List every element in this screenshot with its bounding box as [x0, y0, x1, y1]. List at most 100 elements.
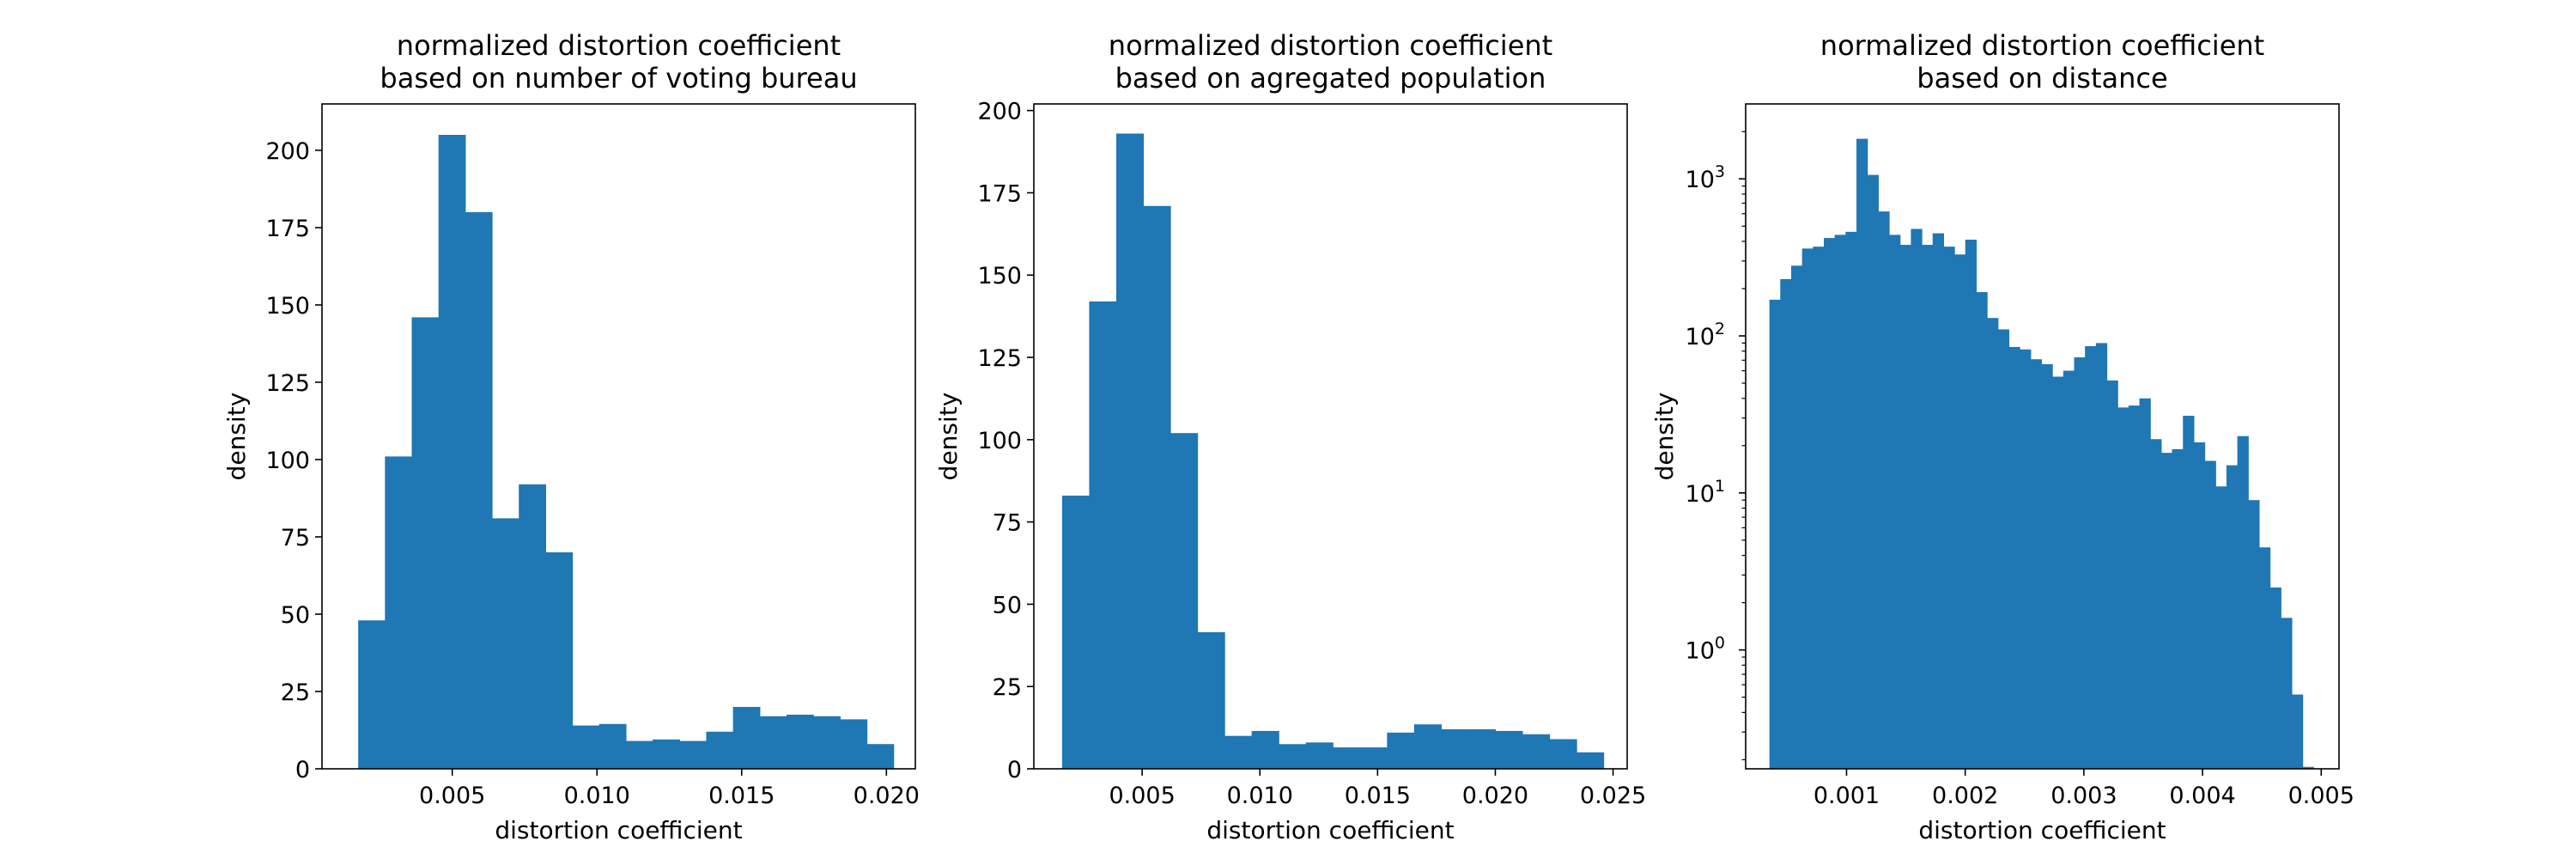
y-tick-label: 125	[977, 345, 1022, 372]
axes-frame	[1745, 103, 2340, 770]
y-tick-label: 75	[281, 525, 310, 551]
histogram-bar	[1932, 233, 1944, 769]
histogram-bar	[2160, 453, 2173, 769]
y-tick-label: 100	[977, 428, 1022, 454]
histogram-bar	[2117, 407, 2129, 769]
histogram-bar	[2183, 416, 2195, 769]
histogram-bar	[572, 725, 600, 769]
histogram-bar	[813, 716, 841, 769]
histogram-bar	[1899, 245, 1911, 769]
histogram-bar	[1549, 739, 1577, 769]
y-tick-label: 150	[265, 293, 310, 320]
histogram-bar	[1801, 248, 1814, 770]
histogram-bar	[1769, 299, 1781, 769]
histogram-bar	[625, 740, 653, 769]
histogram-bar	[1997, 329, 2010, 769]
y-axis-label: density	[222, 393, 251, 481]
histogram-bar	[1780, 278, 1792, 769]
chart-title: normalized distortion coefficient based o…	[1109, 29, 1552, 94]
histogram-bar	[411, 317, 440, 769]
y-tick-label: 100	[265, 448, 310, 474]
x-tick-label: 0.015	[708, 783, 775, 809]
chart-title: normalized distortion coefficient based o…	[1820, 29, 2264, 94]
histogram-bar	[2204, 460, 2216, 769]
x-tick-label: 0.005	[1109, 783, 1175, 809]
histogram-bar	[2215, 486, 2227, 769]
chart-title: normalized distortion coefficient based o…	[380, 29, 857, 94]
histogram-bar	[759, 716, 787, 769]
histogram-bar	[2020, 349, 2032, 769]
y-tick-label: 200	[977, 99, 1022, 125]
y-tick-label: 103	[1686, 162, 1725, 193]
histogram-bar	[519, 484, 546, 769]
histogram-bar	[2128, 405, 2141, 769]
histogram-bar	[2106, 380, 2118, 769]
histogram-bar	[385, 456, 413, 769]
y-tick-label: 175	[977, 180, 1022, 207]
histogram-bar	[438, 135, 466, 769]
histogram-bar	[1197, 631, 1225, 769]
axes-frame	[321, 103, 916, 770]
histogram-bar	[1279, 744, 1307, 769]
histogram-bar	[1251, 730, 1279, 769]
histogram-bar	[1305, 742, 1334, 769]
histogram-bar	[1143, 205, 1171, 769]
histogram-bar	[2008, 346, 2020, 769]
x-tick-label: 0.015	[1345, 783, 1411, 809]
histogram-bar	[1359, 747, 1388, 769]
x-tick-label: 0.025	[1580, 783, 1646, 809]
histogram-bars	[1769, 138, 2314, 770]
x-tick-label: 0.010	[564, 783, 630, 809]
histogram-bar	[2052, 376, 2064, 769]
y-tick-label: 175	[265, 216, 310, 242]
y-tick-label: 75	[993, 510, 1022, 537]
histogram-bar	[1577, 752, 1605, 769]
histogram-bar	[1115, 133, 1145, 770]
x-tick-label: 0.005	[2288, 783, 2354, 809]
histogram-bar	[787, 715, 814, 769]
histogram-bar	[2302, 766, 2314, 769]
histogram-bar	[1170, 433, 1199, 769]
histogram-bar	[840, 719, 868, 769]
x-axis-label: distortion coefficient	[495, 816, 742, 844]
histogram-bar	[2139, 398, 2151, 769]
histogram-bar	[2193, 442, 2206, 769]
histogram-bar	[1834, 235, 1846, 769]
histogram-bar	[1813, 247, 1825, 769]
histogram-bar	[2063, 370, 2075, 769]
y-tick-label: 0	[1007, 757, 1022, 783]
x-tick-label: 0.001	[1814, 783, 1880, 809]
histogram-bar	[2248, 500, 2260, 769]
histogram-bar	[2041, 364, 2053, 769]
histogram-bar	[1845, 231, 1857, 769]
histogram-bars	[1061, 133, 1605, 770]
histogram-bar	[866, 744, 895, 769]
y-tick-label: 150	[977, 263, 1022, 289]
histogram-bar	[706, 731, 734, 769]
histogram-bar	[1976, 292, 1988, 769]
histogram-bar	[1987, 318, 1999, 769]
histogram-bar	[1061, 495, 1091, 769]
histogram-bar	[2172, 448, 2184, 769]
y-tick-label: 50	[993, 592, 1022, 618]
histogram-bar	[1867, 174, 1879, 770]
histogram-bar	[598, 723, 627, 769]
histogram-bar	[2085, 345, 2097, 769]
y-axis-label: density	[934, 393, 963, 481]
histogram-bar	[2030, 359, 2043, 769]
histogram-bar	[1333, 747, 1361, 769]
x-axis-label: distortion coefficient	[1206, 816, 1454, 844]
x-tick-label: 0.020	[1462, 783, 1528, 809]
histogram-bar	[679, 740, 708, 769]
histogram-bar	[465, 212, 493, 769]
histogram-bar	[2291, 694, 2304, 769]
histogram-bar	[2258, 547, 2271, 769]
y-tick-label: 50	[281, 602, 310, 629]
histogram-bar	[1965, 240, 1978, 769]
histogram-bar	[2074, 357, 2086, 769]
x-tick-label: 0.020	[854, 783, 920, 809]
y-axis-label: density	[1650, 393, 1679, 481]
histogram-bar	[2281, 618, 2293, 769]
y-tick-label: 25	[281, 679, 310, 706]
y-tick-label: 25	[993, 674, 1022, 701]
